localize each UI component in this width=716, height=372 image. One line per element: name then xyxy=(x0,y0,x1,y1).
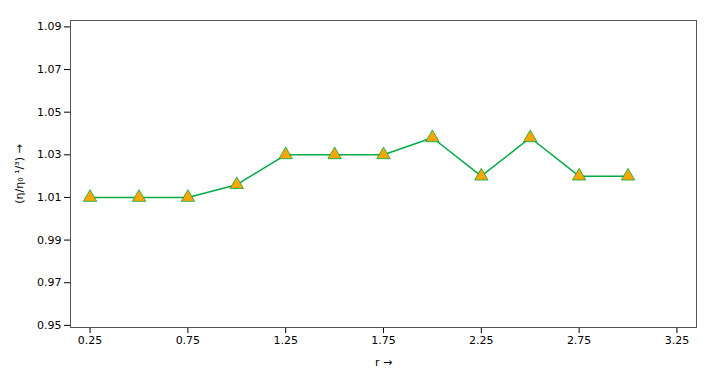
svg-text:0.99: 0.99 xyxy=(37,234,62,247)
svg-text:0.95: 0.95 xyxy=(37,319,62,332)
svg-text:2.25: 2.25 xyxy=(469,334,494,347)
svg-text:1.01: 1.01 xyxy=(37,191,62,204)
svg-text:(η/η₀ ¹/³) →: (η/η₀ ¹/³) → xyxy=(13,144,26,203)
svg-text:0.75: 0.75 xyxy=(176,334,201,347)
svg-text:2.75: 2.75 xyxy=(567,334,592,347)
svg-text:0.25: 0.25 xyxy=(78,334,103,347)
svg-text:1.03: 1.03 xyxy=(37,148,62,161)
svg-text:r →: r → xyxy=(375,356,392,369)
svg-text:1.05: 1.05 xyxy=(37,106,62,119)
svg-text:1.09: 1.09 xyxy=(37,20,62,33)
svg-text:1.25: 1.25 xyxy=(273,334,298,347)
svg-text:0.97: 0.97 xyxy=(37,276,62,289)
svg-text:3.25: 3.25 xyxy=(665,334,690,347)
svg-text:1.75: 1.75 xyxy=(371,334,396,347)
svg-text:1.07: 1.07 xyxy=(37,63,62,76)
